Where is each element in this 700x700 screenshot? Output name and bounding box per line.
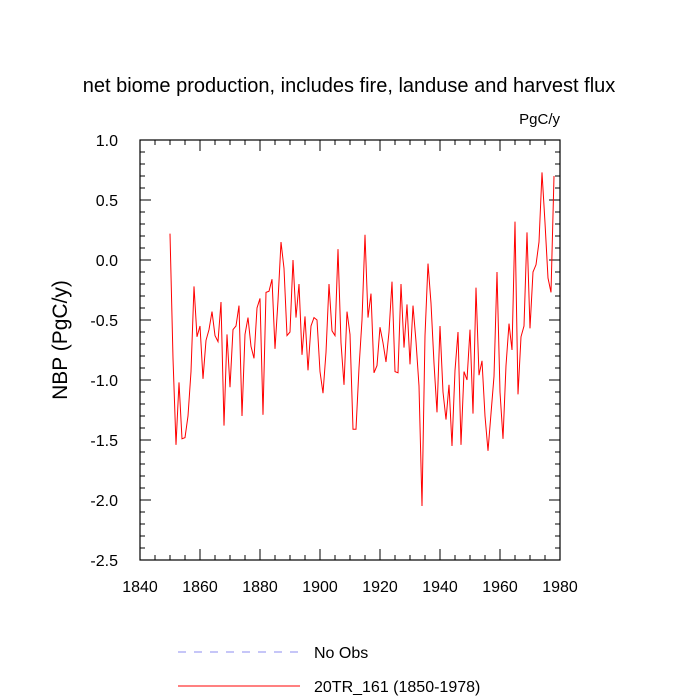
x-tick-label: 1940: [422, 579, 458, 596]
x-tick-label: 1920: [362, 579, 398, 596]
axes: 1840 1860 1880 1900 1920 1940 1960 1980 -2.5 -2.0…: [90, 133, 577, 596]
x-tick-label: 1840: [122, 579, 158, 596]
x-tick-label: 1980: [542, 579, 578, 596]
y-tick-label: -2.0: [90, 493, 118, 510]
plot-series: [169, 172, 555, 507]
x-tick-label: 1960: [482, 579, 518, 596]
chart-title: net biome production, includes fire, lan…: [83, 75, 616, 97]
x-tick-label: 1880: [242, 579, 278, 596]
y-tick-label: -1.5: [90, 433, 118, 450]
series-line-1: [169, 172, 555, 507]
y-tick-label: -1.0: [90, 373, 118, 390]
y-axis-label: NBP (PgC/y): [49, 280, 72, 400]
units-label: PgC/y: [519, 111, 560, 128]
y-tick-label: -0.5: [90, 313, 118, 330]
y-tick-label: 0.0: [96, 253, 118, 270]
y-tick-label: -2.5: [90, 553, 118, 570]
plot-frame: [139, 139, 561, 561]
legend-label: No Obs: [314, 645, 368, 662]
x-tick-label: 1900: [302, 579, 338, 596]
x-tick-label: 1860: [182, 579, 218, 596]
y-tick-label: 0.5: [96, 193, 118, 210]
y-tick-label: 1.0: [96, 133, 118, 150]
legend-label: 20TR_161 (1850-1978): [314, 679, 480, 696]
legend: No Obs 20TR_161 (1850-1978): [178, 645, 480, 696]
